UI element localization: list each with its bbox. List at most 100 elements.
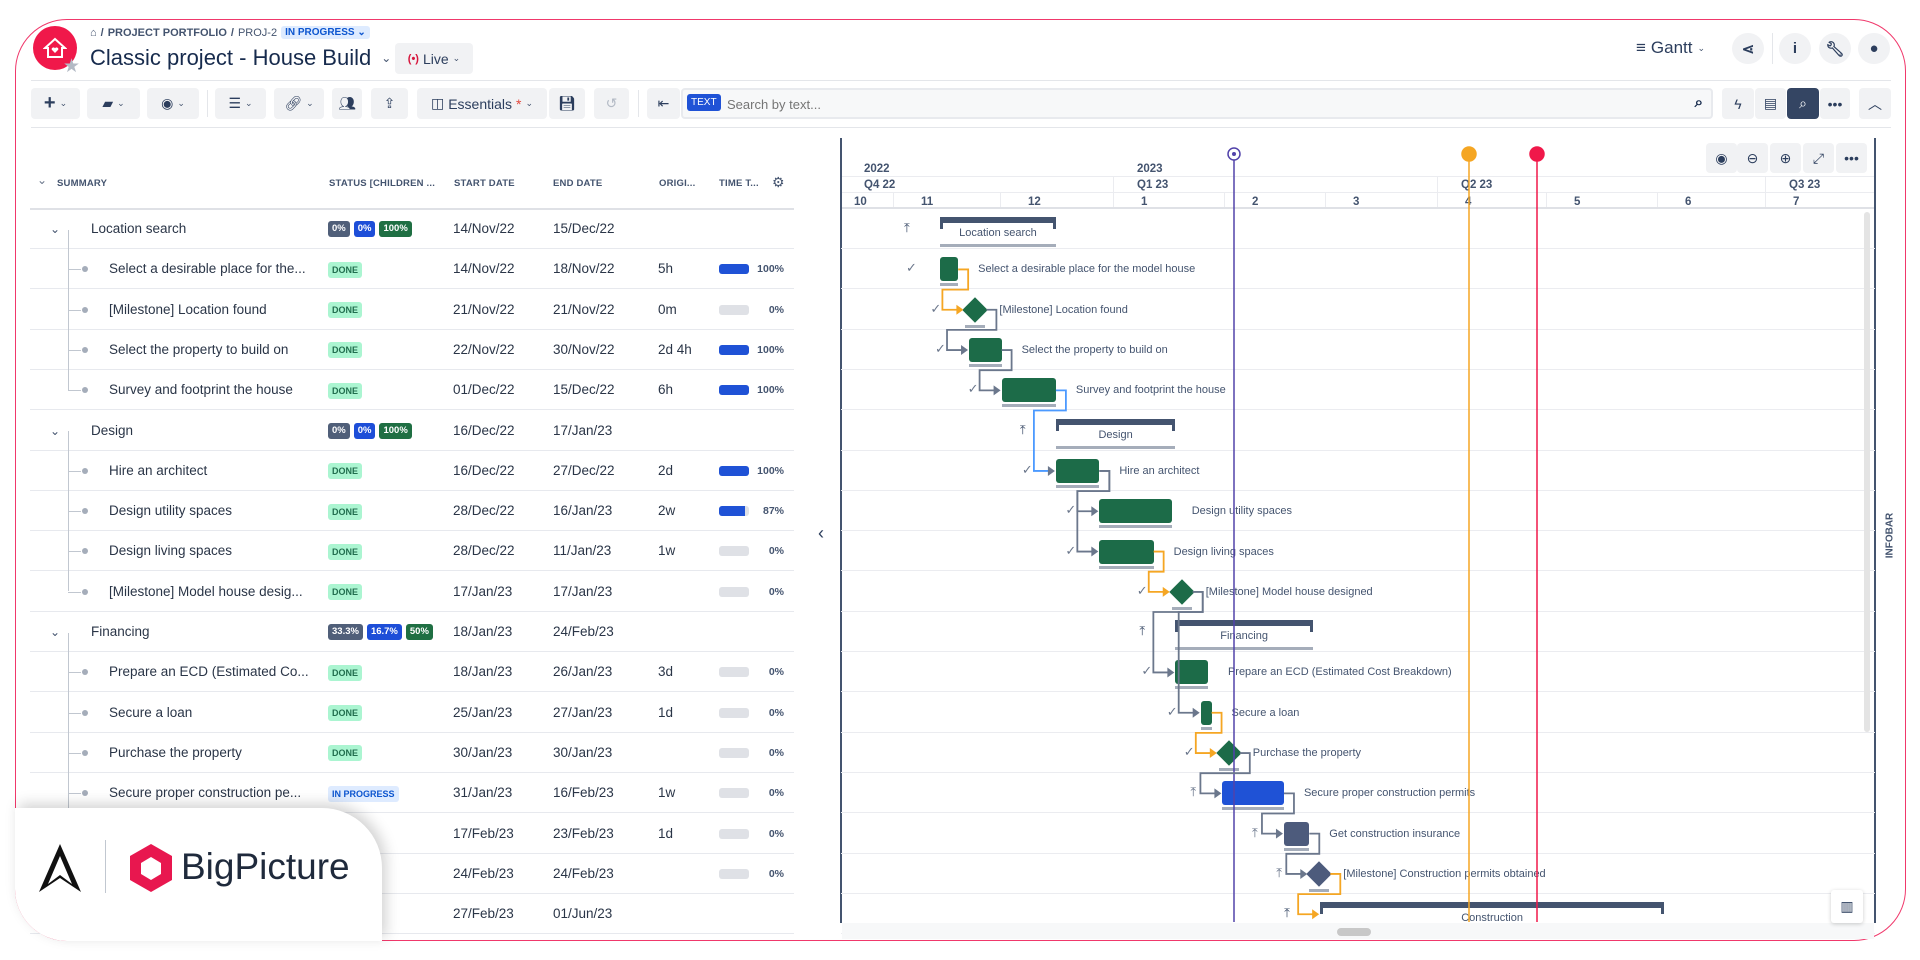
dependency-link[interactable] bbox=[1033, 389, 1067, 472]
end-date[interactable]: 30/Jan/23 bbox=[553, 744, 613, 760]
minimap-button[interactable]: ▥ bbox=[1831, 890, 1863, 923]
status-lozenge[interactable]: DONE bbox=[328, 382, 363, 399]
end-date[interactable]: 17/Jan/23 bbox=[553, 583, 613, 599]
task-name[interactable]: Secure a loan bbox=[109, 704, 193, 720]
favorite-star-icon[interactable]: ★ bbox=[63, 56, 81, 77]
start-date[interactable]: 14/Nov/22 bbox=[453, 221, 515, 236]
end-date[interactable]: 15/Dec/22 bbox=[553, 221, 615, 236]
task-bar[interactable] bbox=[1055, 458, 1100, 483]
column-summary[interactable]: SUMMARY bbox=[57, 178, 108, 189]
task-bar[interactable] bbox=[1175, 660, 1208, 685]
group-name[interactable]: Design bbox=[91, 422, 134, 438]
status-lozenge[interactable]: IN PROGRESS bbox=[328, 785, 399, 802]
dependency-link[interactable] bbox=[941, 268, 970, 311]
end-date[interactable]: 26/Jan/23 bbox=[553, 664, 613, 680]
undo-button[interactable]: ↺ bbox=[594, 88, 629, 119]
settings-button[interactable]: 🔧︎ bbox=[1819, 33, 1851, 64]
start-date[interactable]: 18/Jan/23 bbox=[453, 624, 513, 639]
open-button[interactable]: ▰ ⌄ bbox=[87, 88, 140, 119]
table-row[interactable]: Select the property to build on DONE 2d 4h… bbox=[30, 330, 794, 370]
end-date[interactable]: 18/Nov/22 bbox=[553, 261, 615, 277]
share-button[interactable]: ⋖ bbox=[1732, 33, 1764, 64]
end-date[interactable]: 24/Feb/23 bbox=[553, 624, 614, 639]
expand-chevron-icon[interactable]: ⌄ bbox=[50, 423, 61, 438]
task-bar[interactable] bbox=[1222, 781, 1284, 806]
user-button[interactable]: ● bbox=[1858, 33, 1890, 64]
table-row[interactable]: [Milestone] Location found DONE 0m 0% 21/Nov… bbox=[30, 290, 794, 330]
breadcrumb-project[interactable]: PROJ-2 bbox=[237, 26, 278, 39]
dependency-link[interactable] bbox=[946, 308, 998, 351]
fullscreen-button[interactable]: ⤢ bbox=[1803, 143, 1834, 173]
end-date[interactable]: 27/Dec/22 bbox=[553, 462, 615, 478]
dependency-link[interactable] bbox=[978, 349, 1013, 392]
page-title[interactable]: Classic project - House Build ⌄ bbox=[90, 45, 392, 70]
table-group-row[interactable]: ⌄ Location search 0% 0% 100% 14/Nov/22 15/Dec/… bbox=[30, 209, 794, 249]
search-icon[interactable]: ⌕ bbox=[1694, 94, 1703, 111]
end-date[interactable]: 16/Feb/23 bbox=[553, 785, 614, 801]
task-bar[interactable] bbox=[1099, 539, 1154, 564]
end-date[interactable]: 27/Jan/23 bbox=[553, 704, 613, 720]
gear-icon[interactable]: ⚙ bbox=[772, 174, 785, 190]
status-lozenge[interactable]: DONE bbox=[328, 745, 363, 762]
start-date[interactable]: 27/Feb/23 bbox=[453, 906, 514, 922]
start-date[interactable]: 24/Feb/23 bbox=[453, 865, 514, 881]
dependency-link[interactable] bbox=[1177, 590, 1204, 714]
table-row[interactable]: Design utility spaces DONE 2w 87% 28/Dec/22 1… bbox=[30, 491, 794, 532]
task-bar[interactable] bbox=[1001, 378, 1056, 403]
expand-chevron-icon[interactable]: ⌄ bbox=[50, 625, 61, 639]
end-date[interactable]: 01/Jun/23 bbox=[553, 906, 613, 922]
save-button[interactable]: 💾︎ bbox=[549, 88, 585, 119]
start-date[interactable]: 01/Dec/22 bbox=[453, 382, 515, 398]
view-preset-dropdown[interactable]: ◫ Essentials * ⌄ bbox=[417, 88, 547, 119]
task-bar[interactable] bbox=[940, 257, 959, 282]
start-date[interactable]: 25/Jan/23 bbox=[453, 704, 513, 720]
resources-button[interactable]: 👥︎ bbox=[332, 88, 362, 119]
collapse-header-button[interactable]: ︿ bbox=[1859, 88, 1891, 119]
home-icon[interactable]: ⌂ bbox=[90, 26, 97, 39]
end-date[interactable]: 11/Jan/23 bbox=[553, 543, 612, 559]
task-name[interactable]: Design utility spaces bbox=[109, 503, 233, 519]
status-lozenge[interactable]: DONE bbox=[328, 261, 363, 278]
start-date[interactable]: 14/Nov/22 bbox=[453, 261, 515, 277]
start-date[interactable]: 21/Nov/22 bbox=[453, 301, 515, 317]
start-date[interactable]: 16/Dec/22 bbox=[453, 462, 515, 478]
start-date[interactable]: 18/Jan/23 bbox=[453, 664, 513, 680]
start-date[interactable]: 30/Jan/23 bbox=[453, 744, 513, 760]
task-bar[interactable] bbox=[1283, 821, 1310, 846]
deadline-marker-red[interactable] bbox=[1529, 146, 1545, 162]
group-name[interactable]: Location search bbox=[91, 221, 187, 236]
status-lozenge[interactable]: DONE bbox=[328, 503, 363, 520]
dependency-link[interactable] bbox=[1076, 470, 1111, 553]
task-name[interactable]: Purchase the property bbox=[109, 744, 242, 760]
search-toggle-button[interactable]: ⌕ bbox=[1787, 88, 1819, 119]
table-row[interactable]: Survey and footprint the house DONE 6h 100%… bbox=[30, 370, 794, 411]
view-switcher[interactable]: ≡ Gantt ⌄ bbox=[1636, 38, 1706, 57]
scrollbar-thumb[interactable] bbox=[1337, 928, 1371, 936]
project-avatar[interactable] bbox=[33, 26, 77, 70]
status-lozenge[interactable]: DONE bbox=[328, 664, 363, 681]
live-button[interactable]: (•) Live ⌄ bbox=[395, 43, 473, 74]
task-bar[interactable] bbox=[969, 338, 1002, 363]
export-button[interactable]: ⇪ bbox=[371, 88, 408, 119]
column-status[interactable]: STATUS [CHILDREN ... bbox=[329, 178, 436, 189]
table-row[interactable]: Purchase the property DONE 0% 30/Jan/23 30/J… bbox=[30, 733, 794, 773]
dependency-link[interactable] bbox=[1297, 873, 1342, 916]
status-lozenge[interactable]: DONE bbox=[328, 463, 363, 480]
table-row[interactable]: 1d 0% 17/Feb/23 23/Feb/23 bbox=[30, 814, 794, 854]
search-mode-badge[interactable]: TEXT bbox=[687, 94, 721, 111]
end-date[interactable]: 16/Jan/23 bbox=[553, 503, 613, 519]
milestone-marker-orange[interactable] bbox=[1461, 146, 1477, 162]
calendar-button[interactable]: ▤ bbox=[1755, 88, 1786, 119]
table-row[interactable]: Hire an architect DONE 2d 100% 16/Dec/22 27/D… bbox=[30, 451, 794, 491]
more-button[interactable]: ••• bbox=[1820, 88, 1850, 119]
search-input[interactable] bbox=[727, 94, 1627, 114]
zoom-out-button[interactable]: ⊖ bbox=[1737, 143, 1768, 173]
visibility-button[interactable]: ◉ ⌄ bbox=[147, 88, 199, 119]
task-name[interactable]: Secure proper construction pe... bbox=[109, 785, 302, 801]
link-button[interactable]: 🔗︎ ⌄ bbox=[274, 88, 324, 119]
column-original-estimate[interactable]: ORIGI... bbox=[659, 178, 696, 189]
start-date[interactable]: 17/Feb/23 bbox=[453, 825, 514, 841]
automation-button[interactable]: ϟ bbox=[1722, 88, 1754, 119]
end-date[interactable]: 24/Feb/23 bbox=[553, 865, 614, 881]
end-date[interactable]: 15/Dec/22 bbox=[553, 382, 615, 398]
